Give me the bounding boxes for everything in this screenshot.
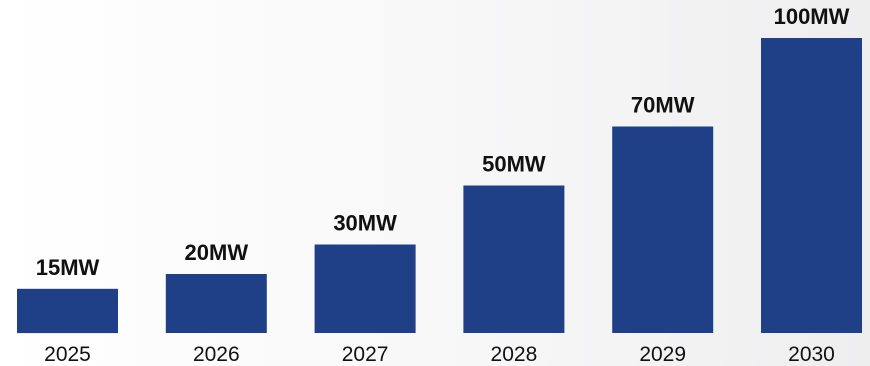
bar-2029	[612, 126, 714, 333]
x-tick-label-2030: 2030	[788, 343, 835, 366]
x-tick-label-2027: 2027	[342, 343, 389, 366]
bar-2030	[761, 38, 862, 333]
data-label-2029: 70MW	[631, 93, 695, 118]
bar-2026	[165, 274, 267, 333]
bar-2025	[17, 288, 118, 334]
bar-2028	[463, 185, 565, 333]
x-tick-label-2029: 2029	[639, 343, 686, 366]
x-tick-label-2028: 2028	[491, 343, 538, 366]
data-label-2025: 15MW	[36, 255, 100, 280]
data-labels-group: 15MW 20MW 30MW 50MW 70MW 100MW	[36, 4, 850, 280]
bar-2027	[314, 244, 416, 333]
data-label-2030: 100MW	[774, 4, 850, 29]
x-tick-label-2026: 2026	[193, 343, 240, 366]
data-label-2026: 20MW	[185, 240, 249, 265]
data-label-2028: 50MW	[482, 152, 546, 177]
data-label-2027: 30MW	[333, 211, 397, 236]
bars-group	[17, 38, 862, 334]
x-tick-label-2025: 2025	[44, 343, 91, 366]
x-axis-tick-labels: 2025 2026 2027 2028 2029 2030	[44, 343, 835, 366]
